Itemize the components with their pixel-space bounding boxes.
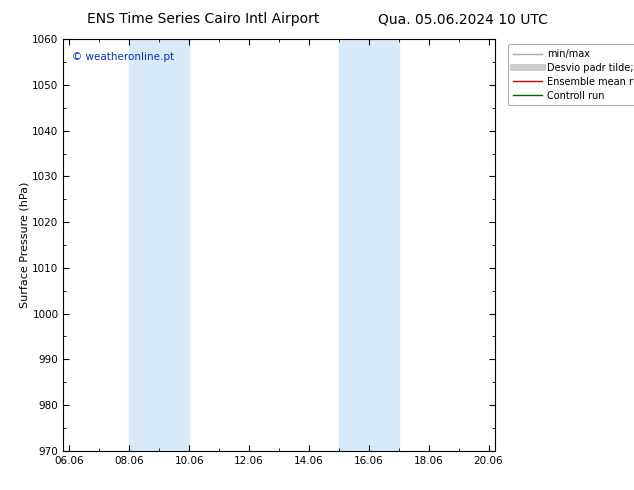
Y-axis label: Surface Pressure (hPa): Surface Pressure (hPa) [20,182,30,308]
Bar [129,39,189,451]
Legend: min/max, Desvio padr tilde;o, Ensemble mean run, Controll run: min/max, Desvio padr tilde;o, Ensemble m… [508,44,634,105]
Text: Qua. 05.06.2024 10 UTC: Qua. 05.06.2024 10 UTC [378,12,548,26]
Bar [339,39,399,451]
Text: ENS Time Series Cairo Intl Airport: ENS Time Series Cairo Intl Airport [87,12,319,26]
Text: © weatheronline.pt: © weatheronline.pt [72,51,174,62]
